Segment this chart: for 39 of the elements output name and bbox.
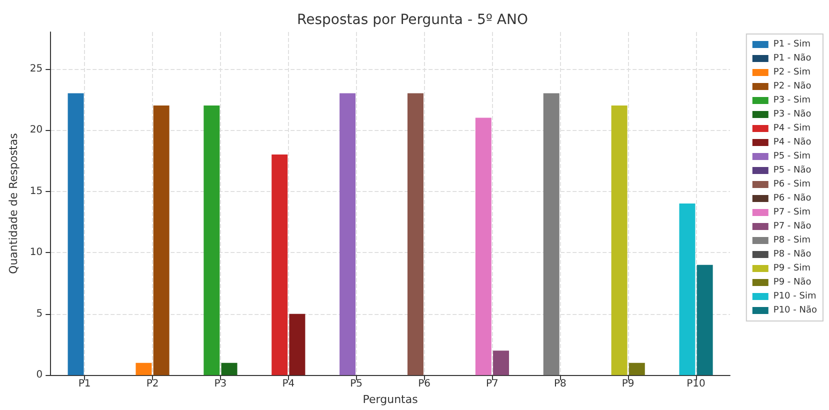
x-tick-label: P2: [146, 378, 159, 390]
chart-title: Respostas por Pergunta - 5º ANO: [297, 12, 528, 28]
legend-label: P9 - Sim: [773, 264, 811, 274]
legend-label: P1 - Não: [773, 54, 812, 64]
legend-label: P10 - Não: [773, 306, 818, 316]
legend-label: P5 - Não: [773, 166, 812, 176]
legend-label: P1 - Sim: [773, 40, 811, 50]
legend-label: P7 - Não: [773, 222, 812, 232]
y-tick-label: 20: [30, 124, 43, 136]
x-tick-label: P5: [350, 378, 363, 390]
x-tick-label: P10: [686, 378, 706, 390]
y-tick-label: 5: [36, 308, 43, 320]
legend-label: P8 - Sim: [773, 236, 811, 246]
legend-label: P5 - Sim: [773, 152, 811, 162]
x-tick-label: P3: [214, 378, 227, 390]
y-tick-label: 25: [30, 63, 43, 74]
legend-label: P10 - Sim: [773, 292, 816, 302]
legend-label: P9 - Não: [773, 278, 812, 288]
y-tick-label: 15: [30, 186, 43, 197]
x-axis-title: Perguntas: [362, 393, 418, 406]
legend-label: P2 - Sim: [773, 68, 811, 78]
legend-label: P8 - Não: [773, 250, 812, 260]
x-tick-label: P1: [78, 378, 91, 390]
legend-label: P3 - Não: [773, 110, 812, 120]
y-tick-label: 0: [36, 370, 43, 381]
y-axis-title: Quantidade de Respostas: [7, 132, 20, 274]
x-tick-label: P9: [622, 378, 634, 390]
legend-label: P6 - Não: [773, 194, 812, 204]
legend-label: P6 - Sim: [773, 180, 811, 190]
y-tick-label: 10: [30, 247, 43, 258]
x-tick-label: P8: [554, 378, 566, 390]
legend-label: P4 - Sim: [773, 124, 811, 134]
x-tick-label: P6: [418, 378, 430, 390]
legend-label: P4 - Não: [773, 138, 812, 148]
x-tick-label: P4: [282, 378, 295, 390]
legend-label: P2 - Não: [773, 82, 812, 92]
x-tick-label: P7: [486, 378, 498, 390]
legend-label: P3 - Sim: [773, 96, 811, 106]
legend-label: P7 - Sim: [773, 208, 811, 218]
